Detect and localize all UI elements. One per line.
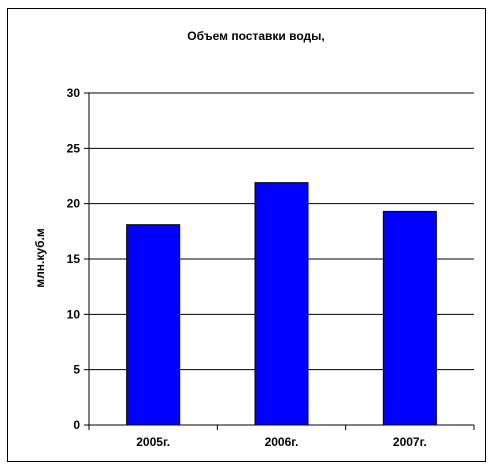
axes	[84, 92, 475, 430]
bar	[382, 210, 437, 426]
y-axis-label: млн.куб.м	[33, 228, 47, 288]
y-tick-label: 0	[73, 418, 80, 432]
x-tick-label: 2005г.	[136, 435, 170, 449]
y-tick-label: 20	[67, 197, 81, 211]
bar	[126, 224, 181, 426]
y-tick-label: 25	[67, 141, 81, 155]
bar	[254, 182, 309, 426]
y-tick-label: 15	[67, 252, 81, 266]
x-tick-label: 2007г.	[393, 435, 427, 449]
y-tick-label: 5	[73, 363, 80, 377]
y-tick-label: 30	[67, 86, 81, 100]
bars	[126, 182, 437, 426]
chart-title: Объем поставки воды,	[187, 29, 324, 43]
y-tick-label: 10	[67, 307, 81, 321]
x-tick-label: 2006г.	[265, 435, 299, 449]
tick-labels: 0 5 10 15 20 25 30 2005г. 2006г. 2007г.	[67, 86, 427, 449]
